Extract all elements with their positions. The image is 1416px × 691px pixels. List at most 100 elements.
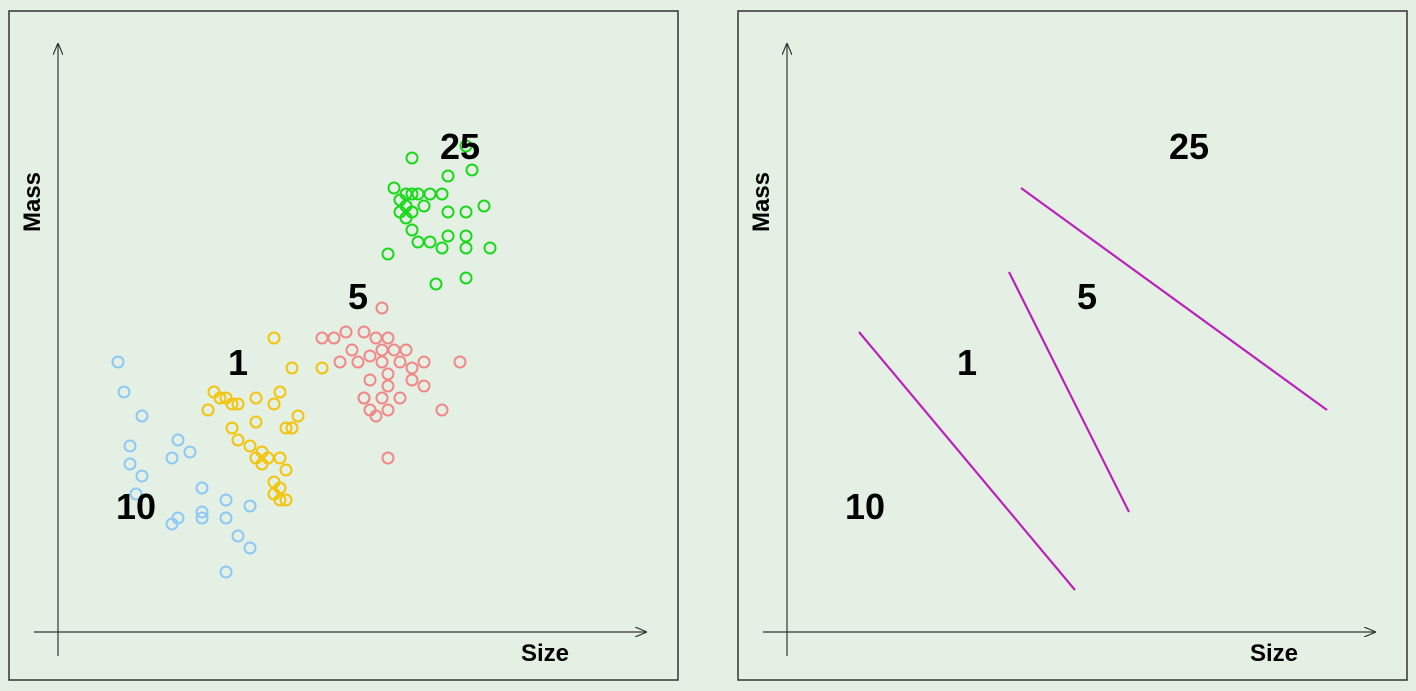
point-cluster-25	[429, 277, 443, 291]
point-cluster-1	[255, 457, 269, 471]
point-cluster-25	[423, 235, 437, 249]
point-cluster-5	[399, 343, 413, 357]
cluster-labels: 10 1 5 25	[845, 126, 1209, 527]
point-cluster-10	[243, 541, 257, 555]
point-cluster-1	[249, 415, 263, 429]
point-cluster-1	[213, 391, 227, 405]
point-cluster-25	[483, 241, 497, 255]
point-cluster-5	[375, 355, 389, 369]
point-cluster-1	[231, 397, 245, 411]
point-cluster-25	[441, 169, 455, 183]
point-cluster-25	[441, 205, 455, 219]
point-cluster-5	[417, 355, 431, 369]
point-cluster-5	[333, 355, 347, 369]
y-axis-label: Mass	[748, 172, 775, 232]
point-cluster-5	[405, 373, 419, 387]
point-cluster-1	[279, 421, 293, 435]
point-cluster-10	[117, 385, 131, 399]
point-cluster-25	[435, 241, 449, 255]
point-cluster-10	[165, 451, 179, 465]
point-cluster-5	[375, 343, 389, 357]
point-cluster-10	[183, 445, 197, 459]
point-cluster-1	[225, 397, 239, 411]
point-cluster-5	[405, 361, 419, 375]
point-cluster-10	[123, 457, 137, 471]
point-cluster-1	[231, 433, 245, 447]
x-axis-label: Size	[521, 640, 569, 667]
point-cluster-1	[315, 361, 329, 375]
point-cluster-25	[423, 187, 437, 201]
boundary-lines	[858, 187, 1328, 591]
scatter-points	[111, 139, 497, 579]
point-cluster-25	[459, 229, 473, 243]
point-cluster-1	[273, 493, 287, 507]
point-cluster-5	[357, 325, 371, 339]
point-cluster-5	[363, 373, 377, 387]
point-cluster-10	[219, 493, 233, 507]
point-cluster-5	[393, 391, 407, 405]
point-cluster-25	[435, 187, 449, 201]
cluster-label-10: 10	[116, 486, 156, 527]
point-cluster-5	[381, 403, 395, 417]
point-cluster-25	[465, 163, 479, 177]
point-cluster-5	[417, 379, 431, 393]
point-cluster-5	[435, 403, 449, 417]
cluster-label-10: 10	[845, 486, 885, 527]
point-cluster-25	[441, 229, 455, 243]
point-cluster-25	[405, 187, 419, 201]
point-cluster-5	[369, 409, 383, 423]
point-cluster-1	[273, 451, 287, 465]
point-cluster-25	[399, 199, 413, 213]
point-cluster-1	[273, 385, 287, 399]
cluster-label-5: 5	[1077, 276, 1097, 317]
point-cluster-1	[285, 421, 299, 435]
panel-frame	[737, 10, 1408, 681]
point-cluster-1	[201, 403, 215, 417]
point-cluster-5	[381, 451, 395, 465]
point-cluster-25	[459, 271, 473, 285]
point-cluster-1	[291, 409, 305, 423]
point-cluster-10	[231, 529, 245, 543]
point-cluster-5	[381, 331, 395, 345]
cluster-labels: 10 1 5 25	[116, 126, 480, 527]
point-cluster-5	[339, 325, 353, 339]
point-cluster-1	[249, 391, 263, 405]
y-axis-label: Mass	[19, 172, 46, 232]
point-cluster-25	[459, 205, 473, 219]
cluster-label-5: 5	[348, 276, 368, 317]
cluster-label-1: 1	[957, 342, 977, 383]
point-cluster-25	[417, 199, 431, 213]
boundary-line-3	[1020, 187, 1328, 411]
point-cluster-10	[195, 505, 209, 519]
point-cluster-5	[375, 301, 389, 315]
point-cluster-10	[243, 499, 257, 513]
point-cluster-10	[219, 565, 233, 579]
point-cluster-10	[219, 511, 233, 525]
point-cluster-25	[411, 235, 425, 249]
point-cluster-1	[267, 397, 281, 411]
point-cluster-5	[393, 355, 407, 369]
cluster-label-25: 25	[440, 126, 480, 167]
boundary-line-2	[1008, 271, 1130, 513]
cluster-label-25: 25	[1169, 126, 1209, 167]
point-cluster-5	[381, 379, 395, 393]
point-cluster-10	[111, 355, 125, 369]
point-cluster-5	[453, 355, 467, 369]
point-cluster-25	[477, 199, 491, 213]
point-cluster-25	[405, 151, 419, 165]
scatter-panel: Size Mass 10 1 5 25	[8, 10, 679, 681]
point-cluster-10	[195, 511, 209, 525]
point-cluster-1	[243, 439, 257, 453]
point-cluster-25	[387, 181, 401, 195]
point-cluster-10	[171, 433, 185, 447]
point-cluster-10	[129, 487, 143, 501]
point-cluster-1	[225, 421, 239, 435]
x-axis-label: Size	[1250, 640, 1298, 667]
point-cluster-5	[345, 343, 359, 357]
point-cluster-25	[405, 223, 419, 237]
point-cluster-10	[195, 481, 209, 495]
point-cluster-1	[285, 361, 299, 375]
point-cluster-10	[135, 469, 149, 483]
boundary-line-1	[858, 331, 1076, 591]
